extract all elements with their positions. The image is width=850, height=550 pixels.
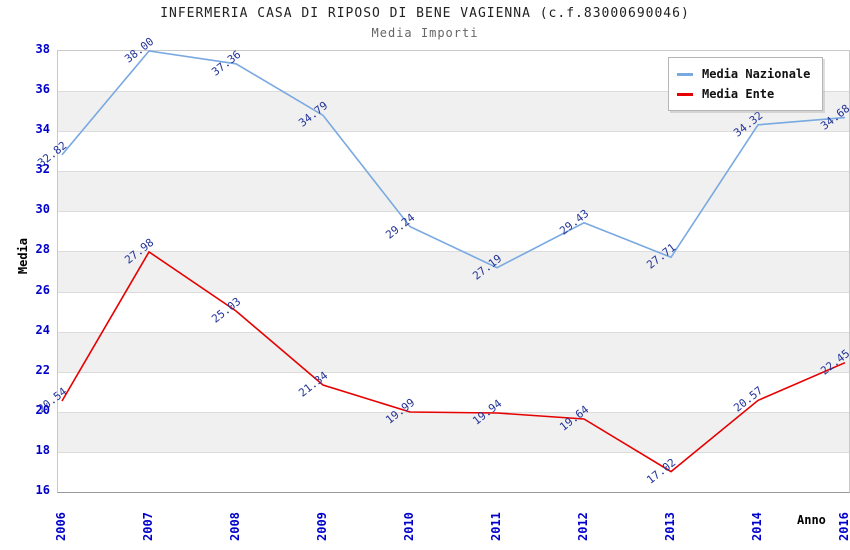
y-tick-label: 36 bbox=[35, 82, 50, 97]
x-tick-label: 2016 bbox=[834, 497, 850, 541]
plot-band bbox=[58, 411, 849, 452]
gridline bbox=[58, 451, 849, 453]
gridline bbox=[58, 251, 849, 253]
gridline bbox=[58, 291, 849, 293]
x-tick-text: 2016 bbox=[837, 512, 850, 541]
legend-label: Media Nazionale bbox=[702, 67, 811, 81]
y-tick-label: 32 bbox=[35, 162, 50, 177]
gridline bbox=[58, 171, 849, 173]
y-tick-label: 30 bbox=[35, 202, 50, 217]
x-tick-label: 2014 bbox=[747, 497, 767, 541]
chart-subtitle: Media Importi bbox=[371, 26, 479, 40]
x-tick-label: 2013 bbox=[660, 497, 680, 541]
y-tick-label: 26 bbox=[35, 282, 50, 297]
x-axis-title: Anno bbox=[797, 513, 826, 527]
y-tick-label: 34 bbox=[35, 122, 50, 137]
series-line-ente bbox=[61, 250, 846, 473]
legend-item-media-nazionale: Media Nazionale bbox=[677, 64, 810, 84]
legend-item-media-ente: Media Ente bbox=[677, 84, 810, 104]
x-tick-text: 2007 bbox=[141, 512, 155, 541]
x-tick-text: 2006 bbox=[54, 512, 68, 541]
series-lines bbox=[61, 50, 846, 473]
y-tick-label: 38 bbox=[35, 42, 50, 56]
plot-band bbox=[58, 171, 849, 212]
gridline bbox=[58, 131, 849, 133]
legend-label: Media Ente bbox=[702, 87, 775, 101]
x-tick-text: 2014 bbox=[750, 512, 764, 541]
legend: Media Nazionale Media Ente bbox=[668, 57, 824, 111]
y-tick-label: 20 bbox=[35, 402, 50, 417]
x-tick-text: 2008 bbox=[228, 512, 242, 541]
plot-band bbox=[58, 371, 849, 412]
plot-band bbox=[58, 451, 849, 492]
y-tick-label: 18 bbox=[35, 442, 50, 457]
plot-band bbox=[58, 291, 849, 332]
x-tick-label: 2008 bbox=[225, 497, 245, 541]
x-tick-label: 2007 bbox=[138, 497, 158, 541]
x-tick-label: 2012 bbox=[573, 497, 593, 541]
legend-swatch bbox=[677, 72, 693, 76]
gridline bbox=[58, 91, 849, 93]
gridline bbox=[58, 331, 849, 333]
y-tick-label: 22 bbox=[35, 362, 50, 377]
gridline bbox=[58, 371, 849, 373]
y-tick-label: 24 bbox=[35, 322, 50, 337]
plot-band bbox=[58, 211, 849, 252]
x-tick-text: 2011 bbox=[489, 512, 503, 541]
y-tick-label: 28 bbox=[35, 242, 50, 257]
plot-band bbox=[58, 331, 849, 372]
series-line-nazionale bbox=[61, 50, 846, 269]
x-tick-text: 2010 bbox=[402, 512, 416, 541]
x-tick-text: 2013 bbox=[663, 512, 677, 541]
plot-band bbox=[58, 131, 849, 172]
x-tick-text: 2012 bbox=[576, 512, 590, 541]
x-tick-label: 2006 bbox=[51, 497, 71, 541]
x-tick-label: 2011 bbox=[486, 497, 506, 541]
legend-swatch bbox=[677, 92, 693, 96]
y-tick-label: 16 bbox=[35, 483, 50, 497]
x-tick-label: 2010 bbox=[399, 497, 419, 541]
plot-area: 32.82 38.00 37.36 34.79 29.24 27.19 29.43 27.71… bbox=[35, 35, 850, 493]
plot-band bbox=[58, 251, 849, 292]
gridline bbox=[58, 211, 849, 213]
x-tick-label: 2009 bbox=[312, 497, 332, 541]
chart-title: INFERMERIA CASA DI RIPOSO DI BENE VAGIEN… bbox=[160, 6, 690, 21]
x-tick-text: 2009 bbox=[315, 512, 329, 541]
